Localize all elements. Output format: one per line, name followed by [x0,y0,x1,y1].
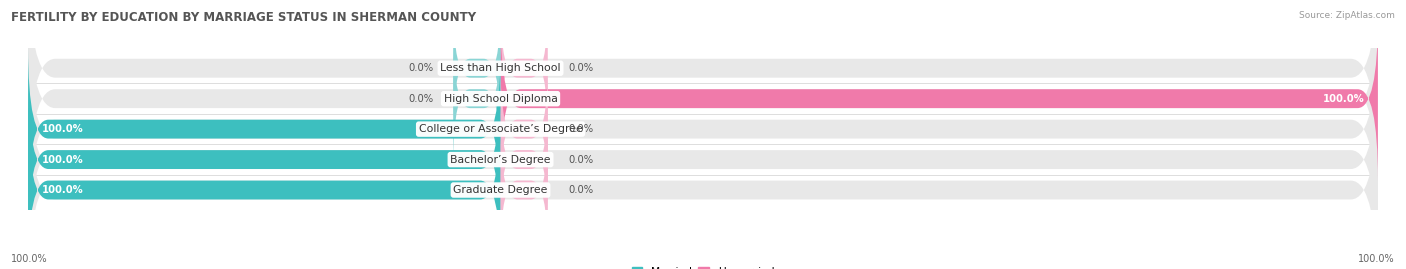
FancyBboxPatch shape [453,32,501,165]
FancyBboxPatch shape [28,0,1378,211]
FancyBboxPatch shape [28,108,501,269]
Text: 100.0%: 100.0% [42,185,83,195]
FancyBboxPatch shape [28,47,1378,269]
Text: Graduate Degree: Graduate Degree [453,185,548,195]
FancyBboxPatch shape [501,17,1378,180]
Text: 0.0%: 0.0% [568,155,593,165]
Text: Source: ZipAtlas.com: Source: ZipAtlas.com [1299,11,1395,20]
FancyBboxPatch shape [501,62,548,196]
FancyBboxPatch shape [28,0,1378,180]
FancyBboxPatch shape [501,93,548,226]
Text: Less than High School: Less than High School [440,63,561,73]
Text: 0.0%: 0.0% [568,124,593,134]
FancyBboxPatch shape [28,47,501,211]
Text: 100.0%: 100.0% [1358,254,1395,264]
FancyBboxPatch shape [28,78,501,242]
Text: 0.0%: 0.0% [568,63,593,73]
FancyBboxPatch shape [501,123,548,257]
FancyBboxPatch shape [28,17,1378,242]
Text: FERTILITY BY EDUCATION BY MARRIAGE STATUS IN SHERMAN COUNTY: FERTILITY BY EDUCATION BY MARRIAGE STATU… [11,11,477,24]
FancyBboxPatch shape [28,78,1378,269]
Text: 0.0%: 0.0% [408,94,433,104]
Text: 100.0%: 100.0% [42,155,83,165]
Text: 100.0%: 100.0% [42,124,83,134]
Text: College or Associate’s Degree: College or Associate’s Degree [419,124,582,134]
Text: High School Diploma: High School Diploma [444,94,557,104]
Text: Bachelor’s Degree: Bachelor’s Degree [450,155,551,165]
FancyBboxPatch shape [501,2,548,135]
Text: 0.0%: 0.0% [408,63,433,73]
Legend: Married, Unmarried: Married, Unmarried [631,267,775,269]
FancyBboxPatch shape [453,2,501,135]
Text: 100.0%: 100.0% [1323,94,1364,104]
Text: 100.0%: 100.0% [11,254,48,264]
Text: 0.0%: 0.0% [568,185,593,195]
